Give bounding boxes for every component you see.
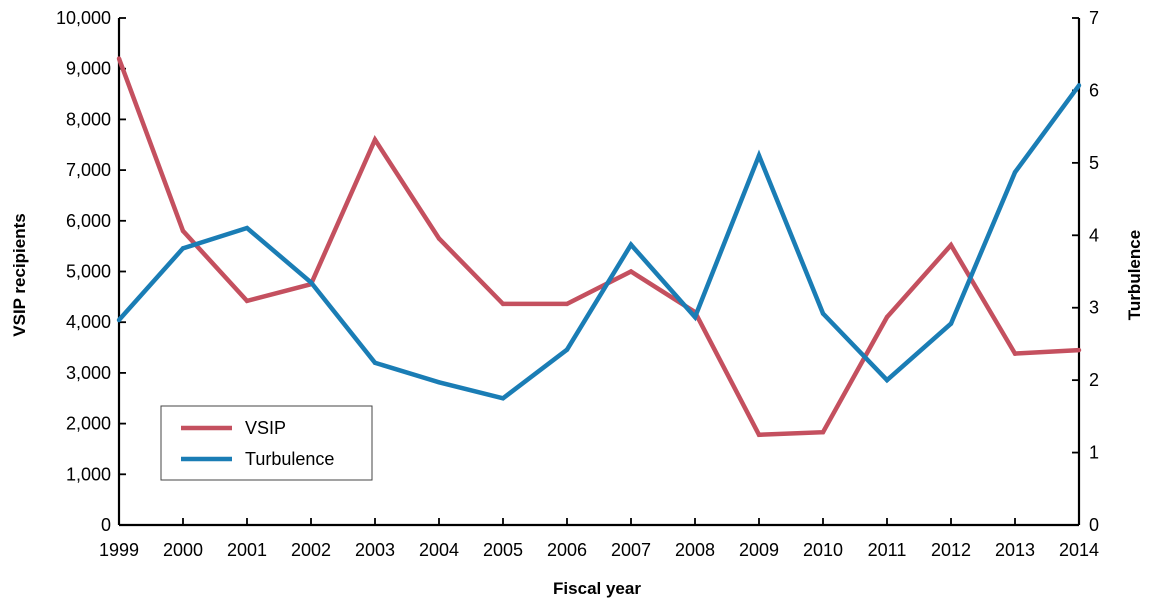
data-point-vsip [628, 269, 634, 274]
y-tick-label: 0 [101, 515, 111, 535]
data-point-turbulence [884, 377, 890, 383]
data-point-turbulence [564, 347, 570, 352]
y-axis-title: VSIP recipients [10, 213, 29, 336]
data-point-vsip [116, 56, 122, 61]
data-point-turbulence [1012, 170, 1018, 175]
data-point-vsip [1076, 347, 1082, 353]
data-point-vsip [820, 430, 826, 435]
data-point-turbulence [756, 153, 762, 158]
x-tick-label: 2000 [163, 540, 203, 560]
y-tick-label: 4,000 [66, 312, 111, 332]
data-point-turbulence [308, 280, 314, 285]
series-lines [116, 56, 1082, 438]
data-point-turbulence [820, 311, 826, 316]
y2-tick-label: 4 [1089, 225, 1099, 245]
x-tick-label: 2002 [291, 540, 331, 560]
data-point-turbulence [116, 317, 122, 323]
y2-tick-label: 5 [1089, 153, 1099, 173]
data-point-vsip [884, 314, 890, 320]
series-line-turbulence [117, 84, 1081, 401]
data-point-turbulence [692, 314, 698, 320]
y-tick-label: 10,000 [56, 8, 111, 28]
x-tick-label: 2005 [483, 540, 523, 560]
x-tick-label: 2004 [419, 540, 459, 560]
x-tick-label: 2007 [611, 540, 651, 560]
data-point-vsip [948, 242, 954, 248]
y2-tick-label: 1 [1089, 443, 1099, 463]
y-tick-label: 1,000 [66, 464, 111, 484]
series-line-vsip [116, 57, 1080, 438]
y2-tick-label: 0 [1089, 515, 1099, 535]
y2-tick-label: 2 [1089, 370, 1099, 390]
data-point-turbulence [628, 242, 634, 247]
x-tick-label: 2013 [995, 540, 1035, 560]
data-point-vsip [500, 301, 506, 307]
legend-label-turbulence: Turbulence [245, 449, 334, 469]
x-tick-label: 2001 [227, 540, 267, 560]
data-point-turbulence [436, 380, 442, 385]
legend-box [160, 405, 373, 481]
data-point-vsip [436, 236, 442, 241]
y-tick-label: 2,000 [66, 414, 111, 434]
data-point-vsip [244, 298, 250, 304]
y-tick-label: 9,000 [66, 59, 111, 79]
data-point-turbulence [244, 225, 250, 231]
x-tick-label: 2003 [355, 540, 395, 560]
data-point-turbulence [372, 360, 378, 365]
legend-label-vsip: VSIP [245, 418, 286, 438]
x-tick-label: 2008 [675, 540, 715, 560]
y-tick-label: 6,000 [66, 211, 111, 231]
data-point-vsip [564, 301, 570, 307]
y2-tick-label: 7 [1089, 8, 1099, 28]
x-tick-label: 2011 [868, 540, 907, 560]
y-tick-label: 5,000 [66, 262, 111, 282]
y-tick-label: 7,000 [66, 160, 111, 180]
y-tick-label: 3,000 [66, 363, 111, 383]
y2-tick-label: 3 [1089, 298, 1099, 318]
data-point-vsip [180, 228, 186, 234]
x-tick-label: 2010 [803, 540, 843, 560]
y2-tick-label: 6 [1089, 80, 1099, 100]
data-point-turbulence [500, 396, 506, 401]
data-point-turbulence [1076, 83, 1082, 88]
data-point-vsip [372, 137, 378, 142]
x-axis-title: Fiscal year [553, 579, 641, 598]
x-tick-label: 1999 [99, 540, 139, 560]
legend: VSIP Turbulence [160, 405, 373, 481]
x-tick-label: 2014 [1059, 540, 1099, 560]
data-point-turbulence [948, 321, 954, 326]
ticks: 0 1,000 2,000 3,000 4,000 5,000 6,000 7,000 8,00… [56, 8, 1099, 560]
x-tick-label: 2006 [547, 540, 587, 560]
y2-axis-title: Turbulence [1125, 230, 1144, 320]
data-point-vsip [756, 432, 762, 437]
y-tick-label: 8,000 [66, 109, 111, 129]
x-tick-label: 2012 [931, 540, 971, 560]
x-tick-label: 2009 [739, 540, 779, 560]
data-point-turbulence [180, 246, 186, 251]
data-point-vsip [1012, 351, 1018, 356]
